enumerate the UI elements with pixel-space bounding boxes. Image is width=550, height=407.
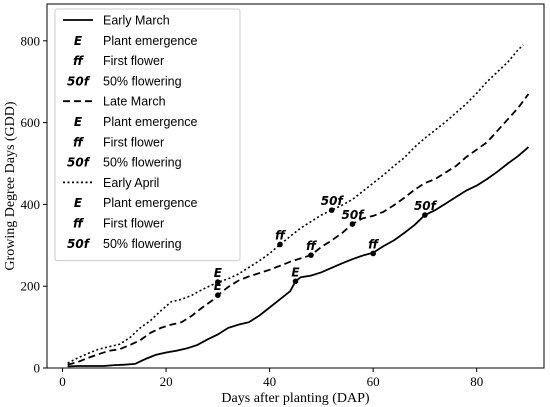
legend-label: Late March <box>103 95 166 109</box>
legend-marker-symbol: ff <box>73 217 84 231</box>
legend-marker-symbol: 50f <box>67 74 91 88</box>
legend-label: First flower <box>103 217 164 231</box>
series-lines <box>67 44 530 368</box>
x-tick-label: 20 <box>160 374 173 389</box>
legend-label: First flower <box>103 54 164 68</box>
legend-label: Plant emergence <box>103 115 198 129</box>
milestone-point <box>328 207 335 213</box>
milestone-markers: Eff 50f Eff 50f Eff 50f <box>214 194 438 299</box>
milestone-label: ff <box>368 237 379 251</box>
plot-frame <box>46 3 545 369</box>
milestone-label: 50f <box>341 208 365 222</box>
legend-marker-symbol: 50f <box>67 237 91 251</box>
legend-label: 50% flowering <box>103 237 182 251</box>
milestone-label: ff <box>306 239 317 253</box>
y-tick-label: 800 <box>21 33 41 48</box>
milestone-label: E <box>214 279 223 293</box>
legend-marker-symbol: ff <box>73 135 84 149</box>
x-tick-label: 0 <box>59 374 66 389</box>
legend-label: 50% flowering <box>103 156 182 170</box>
milestone-label: 50f <box>414 199 438 213</box>
milestone-point <box>215 279 221 285</box>
milestone-label: E <box>214 266 223 280</box>
legend-marker-symbol: E <box>74 34 83 48</box>
milestone-point <box>292 278 299 285</box>
milestone-point <box>349 221 356 227</box>
legend: Early March E Plant emergence ff First flowe… <box>54 8 241 262</box>
milestone-point <box>370 250 376 257</box>
y-tick-label: 200 <box>21 279 41 294</box>
y-tick-label: 600 <box>21 115 41 130</box>
x-tick-label: 40 <box>263 374 276 389</box>
series-line-late-march <box>67 93 530 366</box>
legend-label: Early March <box>103 14 170 28</box>
legend-label: First flower <box>103 135 164 149</box>
milestone-point <box>422 212 428 218</box>
y-tick-label: 0 <box>34 361 41 376</box>
series-line-early-april <box>67 44 524 364</box>
legend-marker-symbol: ff <box>73 54 84 68</box>
y-tick-label: 400 <box>21 197 41 212</box>
legend-marker-symbol: 50f <box>67 156 91 170</box>
milestone-point <box>215 292 221 299</box>
x-tick-label: 60 <box>367 374 380 389</box>
milestone-label: 50f <box>321 194 345 208</box>
milestone-point <box>277 241 283 248</box>
milestone-label: ff <box>275 228 286 242</box>
legend-label: 50% flowering <box>103 74 182 88</box>
legend-box <box>54 8 241 262</box>
y-axis-label: Growing Degree Days (GDD) <box>3 101 18 270</box>
legend-label: Plant emergence <box>103 196 198 210</box>
series-line-early-march <box>67 146 530 368</box>
x-tick-label: 80 <box>470 374 483 389</box>
x-axis-label: Days after planting (DAP) <box>221 391 369 406</box>
milestone-label: E <box>291 265 300 279</box>
legend-label: Early April <box>103 176 159 190</box>
milestone-point <box>308 252 314 258</box>
legend-marker-symbol: E <box>74 115 83 129</box>
legend-label: Plant emergence <box>103 34 198 48</box>
legend-marker-symbol: E <box>74 196 83 210</box>
